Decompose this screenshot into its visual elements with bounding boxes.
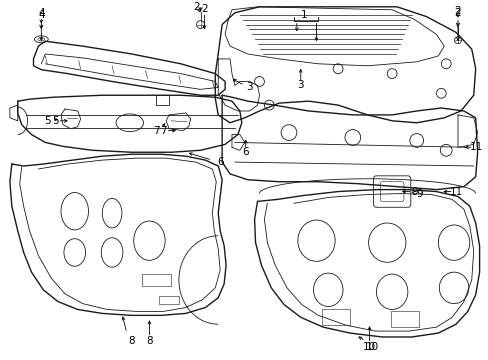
- Text: 2: 2: [193, 2, 200, 12]
- Text: 8: 8: [146, 336, 152, 346]
- Bar: [322, 310, 349, 325]
- Text: 7: 7: [152, 126, 159, 136]
- Text: 9: 9: [410, 186, 417, 197]
- FancyBboxPatch shape: [373, 176, 410, 207]
- Ellipse shape: [297, 220, 334, 261]
- FancyBboxPatch shape: [380, 182, 403, 201]
- Ellipse shape: [196, 21, 204, 28]
- Ellipse shape: [438, 272, 468, 303]
- Ellipse shape: [437, 225, 469, 260]
- Bar: [390, 311, 418, 327]
- Text: 4: 4: [38, 8, 44, 18]
- Text: 3: 3: [246, 82, 252, 93]
- Text: 8: 8: [128, 336, 135, 346]
- Text: 1: 1: [300, 10, 306, 20]
- Ellipse shape: [454, 37, 461, 44]
- Ellipse shape: [61, 193, 88, 230]
- Ellipse shape: [101, 238, 122, 267]
- Ellipse shape: [133, 221, 165, 260]
- Text: 10: 10: [362, 342, 375, 352]
- Ellipse shape: [102, 198, 122, 228]
- Text: 2: 2: [454, 8, 460, 18]
- Text: 9: 9: [416, 189, 423, 198]
- Ellipse shape: [34, 36, 48, 43]
- Bar: [142, 274, 171, 286]
- Text: 10: 10: [365, 342, 378, 352]
- Text: 7: 7: [160, 126, 166, 136]
- Text: 5: 5: [44, 116, 51, 126]
- Text: 3: 3: [297, 80, 304, 90]
- Ellipse shape: [368, 223, 405, 262]
- Text: 11: 11: [448, 186, 462, 197]
- Text: 2: 2: [454, 6, 460, 16]
- Text: 5: 5: [52, 116, 58, 126]
- Text: 6: 6: [242, 147, 248, 157]
- Ellipse shape: [116, 114, 143, 132]
- Bar: [159, 296, 179, 303]
- Text: 6: 6: [217, 157, 223, 167]
- Text: 2: 2: [201, 4, 207, 14]
- Ellipse shape: [64, 239, 85, 266]
- Text: 11: 11: [469, 142, 482, 152]
- Ellipse shape: [376, 274, 407, 310]
- Ellipse shape: [313, 273, 342, 306]
- Ellipse shape: [38, 37, 45, 41]
- Text: 4: 4: [38, 10, 44, 20]
